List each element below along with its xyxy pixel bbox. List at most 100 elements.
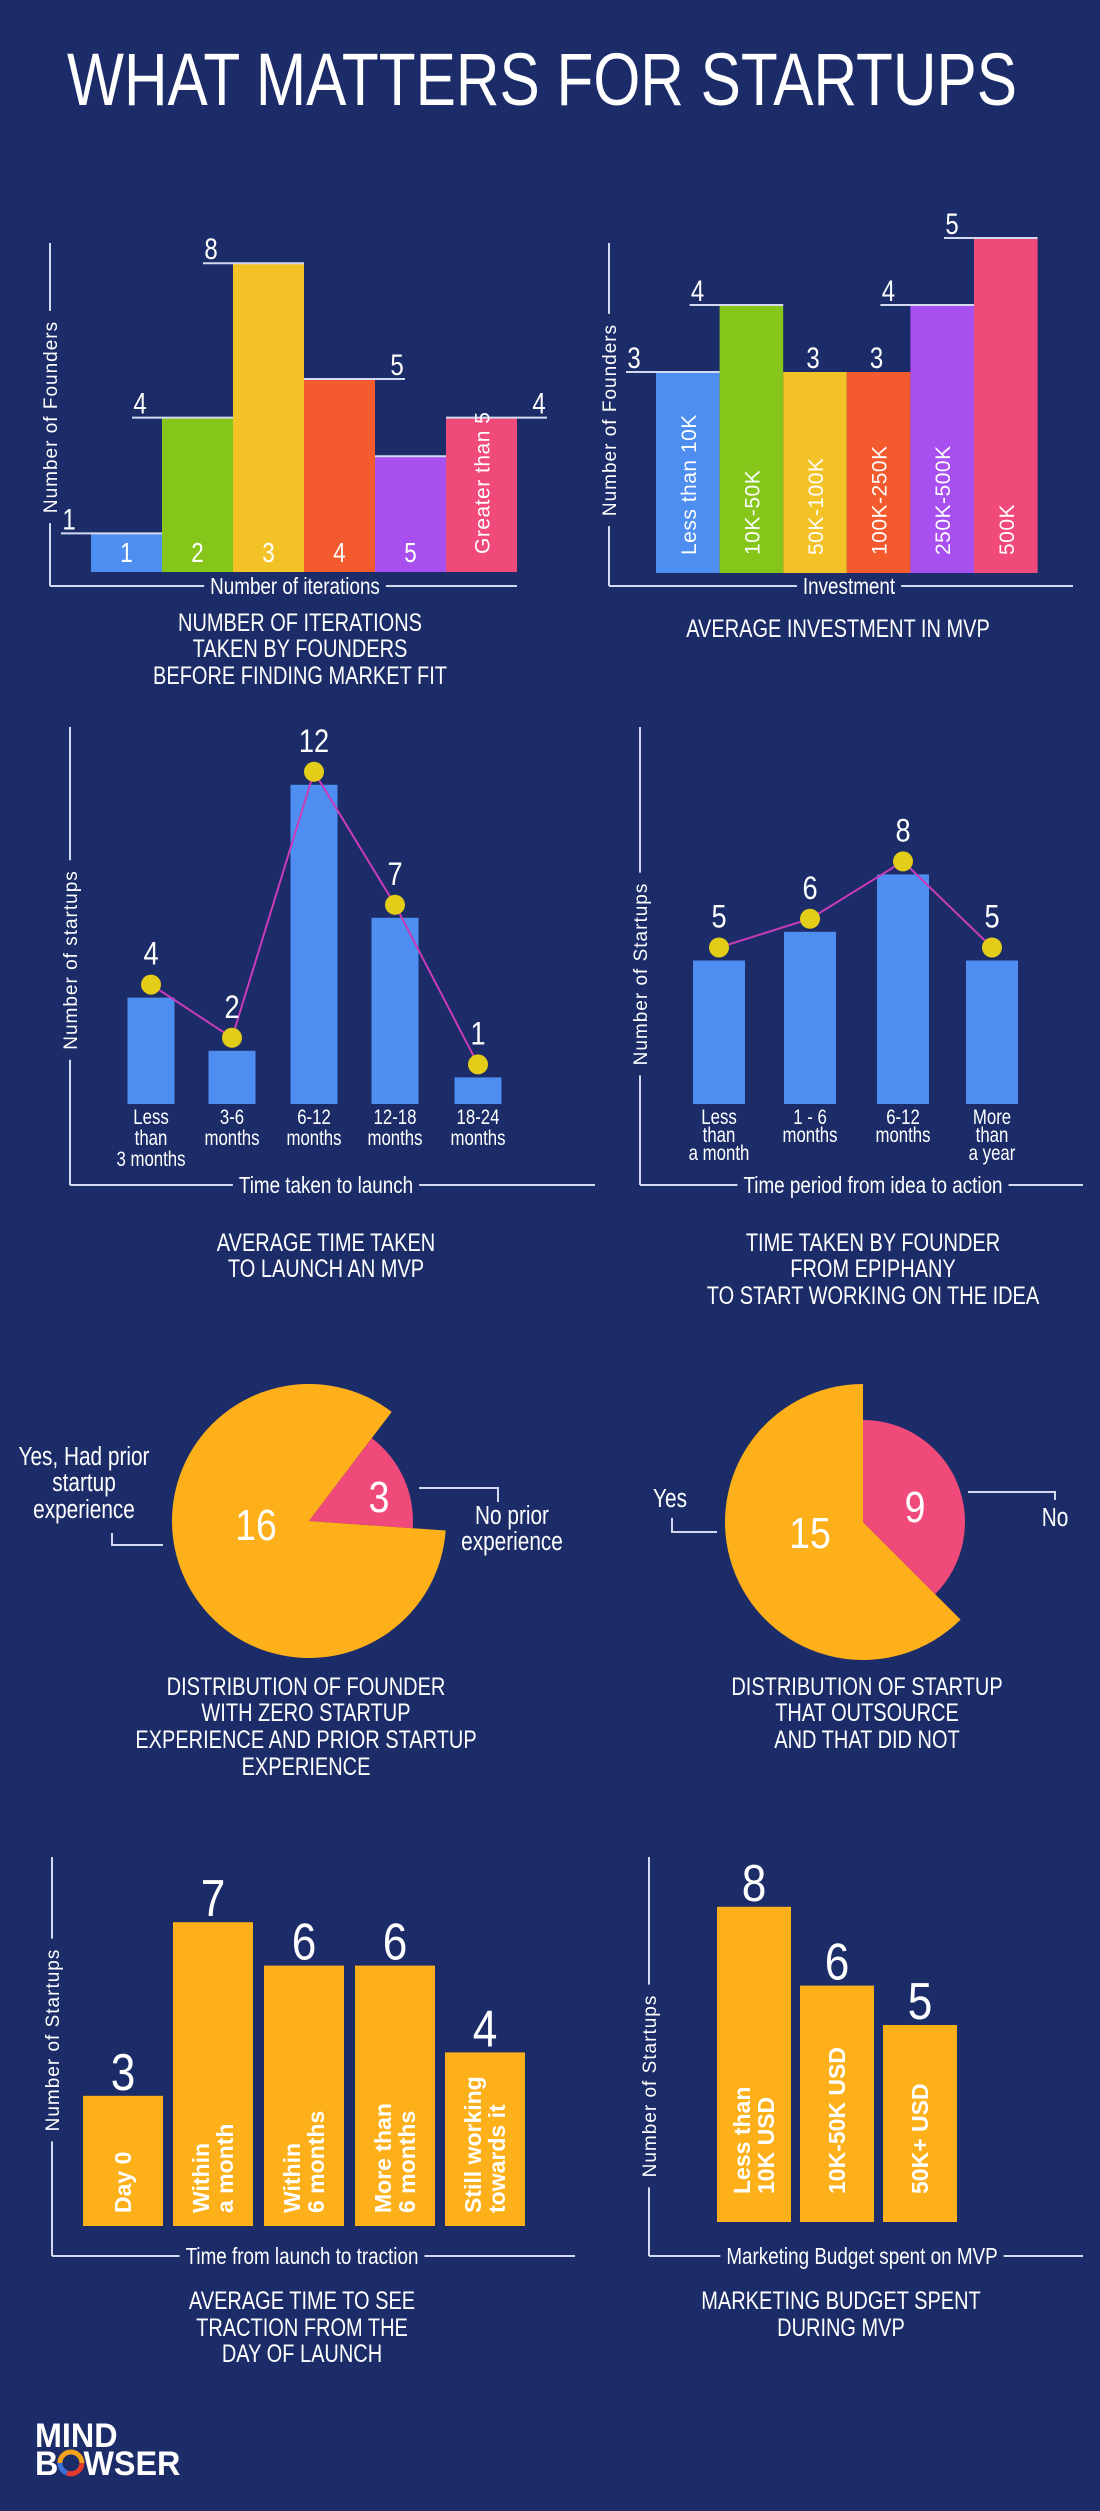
data-point-dot: [141, 974, 161, 995]
bar: [233, 263, 304, 572]
chart-caption: EXPERIENCE AND PRIOR STARTUP: [135, 1726, 476, 1754]
value-label: 6: [292, 1913, 317, 1971]
value-label: 8: [742, 1854, 767, 1912]
data-point-dot: [709, 937, 729, 958]
logo-mark-icon: [57, 2462, 69, 2476]
slice-value-label: 3: [369, 1472, 390, 1522]
x-axis-label: Marketing Budget spent on MVP: [726, 2244, 997, 2269]
category-label: months: [286, 1127, 341, 1150]
y-axis-label: Number of Startups: [43, 1949, 64, 2132]
bar: [800, 1985, 874, 2222]
category-label: a month: [689, 1142, 750, 1165]
value-label: 8: [895, 813, 910, 849]
value-label: 4: [882, 273, 895, 307]
slice-label: No: [1042, 1503, 1069, 1532]
category-label: Greater than 5: [472, 412, 495, 554]
category-label: 100K-250K: [869, 445, 892, 555]
pie-slice: [172, 1383, 446, 1658]
y-axis-label: Number of Startups: [640, 1995, 661, 2178]
chart-caption: DURING MVP: [777, 2314, 905, 2342]
chart-caption: DAY OF LAUNCH: [222, 2340, 382, 2368]
category-label: 3: [262, 538, 274, 569]
bar: [846, 372, 911, 573]
slice-label: No prior: [475, 1501, 549, 1530]
category-label: months: [782, 1124, 837, 1147]
chart-caption: AND THAT DID NOT: [774, 1726, 960, 1754]
category-label: 4: [333, 538, 345, 569]
category-label: a year: [969, 1142, 1016, 1165]
category-label: More than: [370, 2103, 396, 2213]
category-label: 12-18: [374, 1106, 417, 1129]
category-label: 1: [120, 538, 132, 569]
slice-value-label: 9: [905, 1482, 926, 1532]
label-connector: [671, 1518, 717, 1533]
data-point-dot: [800, 908, 820, 929]
value-label: 6: [825, 1933, 850, 1991]
category-label: 3 months: [116, 1148, 185, 1171]
bar: [883, 2025, 957, 2222]
value-label: 12: [299, 724, 329, 760]
page-title: WHAT MATTERS FOR STARTUPS: [67, 38, 1017, 121]
category-label: 18-24: [457, 1106, 500, 1129]
category-label: 250K-500K: [932, 445, 955, 555]
bar: [304, 379, 375, 572]
label-connector: [968, 1491, 1056, 1500]
category-label: months: [450, 1127, 505, 1150]
bar: [783, 372, 847, 573]
bar: [974, 238, 1038, 573]
category-label: 5: [404, 538, 416, 569]
bar: [719, 305, 784, 573]
category-label: 3-6: [220, 1106, 244, 1129]
bar: [445, 2052, 525, 2226]
chart-caption: TRACTION FROM THE: [196, 2314, 408, 2342]
bar: [784, 931, 836, 1104]
category-label: 6 months: [303, 2111, 329, 2213]
category-label: than: [135, 1127, 168, 1150]
category-label: a month: [212, 2124, 238, 2213]
category-label: Within: [188, 2143, 214, 2213]
x-axis-label: Investment: [803, 574, 895, 599]
bar: [966, 960, 1018, 1104]
y-axis-label: Number of Founders: [600, 324, 621, 516]
value-label: 4: [133, 386, 146, 420]
chart-caption: TO START WORKING ON THE IDEA: [707, 1282, 1040, 1310]
category-label: 6-12: [886, 1106, 920, 1129]
value-label: 6: [383, 1913, 408, 1971]
value-label: 3: [870, 340, 883, 374]
slice-label: experience: [33, 1495, 135, 1524]
category-label: months: [875, 1124, 930, 1147]
chart-marketing-budget: Number of Startups Marketing Budget spent…: [640, 1854, 1083, 2342]
x-axis-label: Time taken to launch: [239, 1173, 413, 1198]
chart-idea-to-action: Number of Startups Time period from idea …: [631, 727, 1083, 1310]
value-label: 5: [945, 206, 958, 240]
trend-line: [718, 860, 993, 949]
value-label: 5: [908, 1973, 933, 2031]
value-label: 5: [711, 899, 726, 935]
category-label: 50K+ USD: [907, 2083, 933, 2194]
category-label: 10K-50K USD: [824, 2047, 850, 2194]
slice-label: Yes, Had prior: [19, 1442, 150, 1471]
category-label: towards it: [484, 2104, 510, 2213]
category-label: than: [976, 1124, 1009, 1147]
value-label: 5: [390, 347, 403, 381]
x-axis-label: Time period from idea to action: [743, 1173, 1002, 1198]
chart-caption: WITH ZERO STARTUP: [201, 1699, 410, 1727]
category-label: Day 0: [110, 2152, 136, 2213]
chart-caption: TO LAUNCH AN MVP: [228, 1255, 424, 1283]
bar: [91, 533, 162, 572]
data-point-dot: [304, 761, 324, 782]
category-label: Still working: [460, 2076, 486, 2213]
category-label: than: [703, 1124, 736, 1147]
label-connector: [419, 1487, 499, 1502]
value-label: 3: [111, 2043, 136, 2101]
chart-investment: Number of Founders Investment AVERAGE INVE…: [600, 206, 1073, 643]
logo-text: BOWSER: [35, 2445, 180, 2483]
bar: [162, 417, 233, 572]
value-label: 1: [470, 1016, 485, 1052]
slice-label: startup: [52, 1468, 116, 1497]
category-label: months: [367, 1127, 422, 1150]
data-point-dot: [982, 937, 1002, 958]
chart-caption: BEFORE FINDING MARKET FIT: [153, 662, 447, 690]
value-label: 5: [984, 899, 999, 935]
